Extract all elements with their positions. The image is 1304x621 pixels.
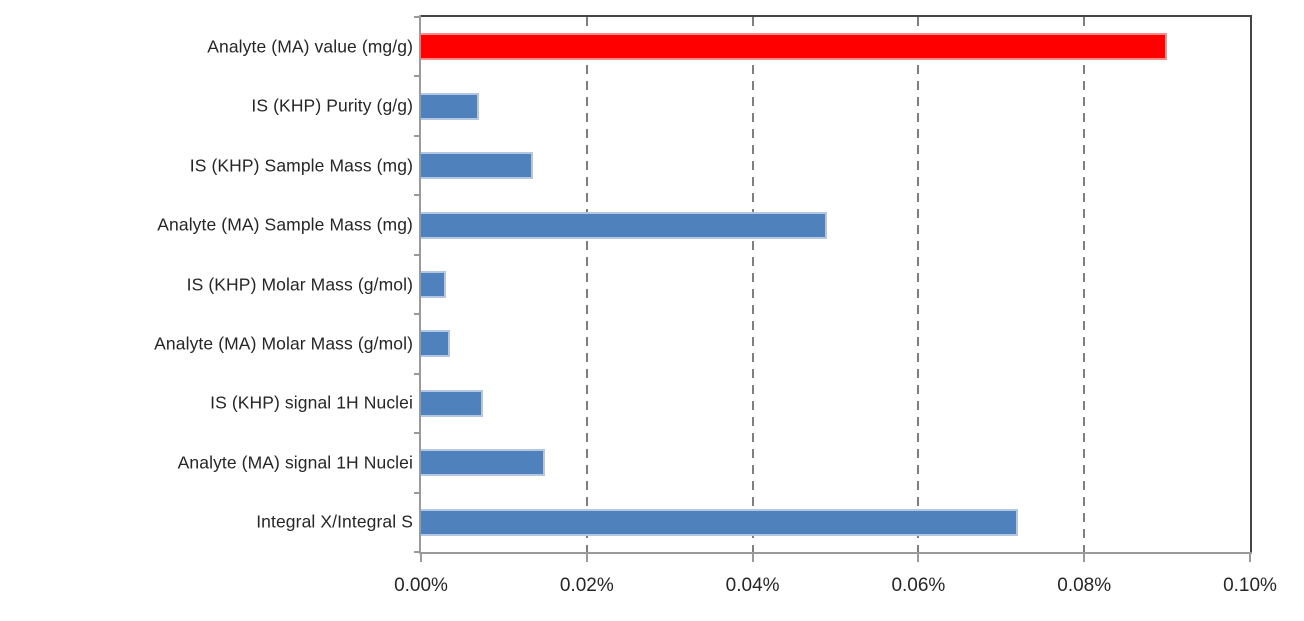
bar-default — [421, 152, 533, 180]
y-tick-mark — [414, 75, 421, 78]
y-axis-line — [419, 15, 421, 554]
bar-default — [421, 449, 546, 477]
x-tick-label: 0.04% — [725, 575, 780, 596]
category-label: Integral X/Integral S — [256, 511, 413, 532]
x-tick-label: 0.06% — [891, 575, 946, 596]
x-tick-mark — [1249, 554, 1251, 562]
category-label: Analyte (MA) value (mg/g) — [207, 36, 413, 57]
gridline — [917, 17, 920, 552]
y-tick-mark — [414, 551, 421, 553]
y-tick-mark — [414, 134, 421, 137]
y-tick-mark — [414, 491, 421, 494]
x-tick-label: 0.08% — [1057, 575, 1112, 596]
bar-default — [421, 389, 484, 417]
bar-default — [421, 508, 1018, 536]
bar-default — [421, 92, 480, 120]
category-label: Analyte (MA) Molar Mass (g/mol) — [154, 333, 413, 354]
category-label: Analyte (MA) Sample Mass (mg) — [157, 214, 413, 235]
y-tick-mark — [414, 432, 421, 435]
y-tick-mark — [414, 194, 421, 197]
bar-default — [421, 330, 450, 358]
x-tick-mark — [585, 554, 588, 562]
x-axis-line — [419, 552, 1252, 554]
x-tick-label: 0.00% — [394, 575, 448, 596]
x-tick-label: 0.10% — [1223, 575, 1277, 596]
x-tick-mark — [917, 554, 920, 562]
bar-default — [421, 271, 446, 298]
category-label: IS (KHP) Sample Mass (mg) — [189, 155, 413, 176]
y-tick-mark — [414, 253, 421, 256]
gridline — [585, 17, 588, 552]
category-label: IS (KHP) Purity (g/g) — [251, 95, 413, 116]
gridline — [751, 17, 754, 552]
plot-border-top — [419, 15, 1252, 17]
bar-highlight — [421, 33, 1168, 61]
x-tick-mark — [1083, 554, 1086, 562]
gridline — [1083, 17, 1086, 552]
x-tick-mark — [420, 554, 422, 562]
category-label: Analyte (MA) signal 1H Nuclei — [177, 452, 413, 473]
plot-area — [421, 17, 1250, 552]
y-tick-mark — [414, 313, 421, 316]
y-tick-mark — [414, 372, 421, 375]
x-tick-label: 0.02% — [559, 575, 614, 596]
y-tick-mark — [414, 16, 421, 18]
category-label: IS (KHP) Molar Mass (g/mol) — [186, 274, 413, 294]
bar-default — [421, 211, 828, 239]
x-tick-mark — [751, 554, 754, 562]
plot-border-right — [1250, 15, 1252, 554]
category-label: IS (KHP) signal 1H Nuclei — [210, 392, 413, 413]
